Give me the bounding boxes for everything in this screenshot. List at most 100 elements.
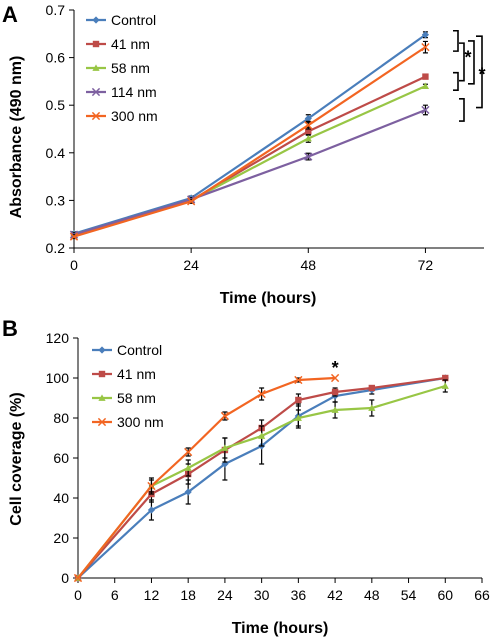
panel-a-legend-label: 114 nm (111, 84, 157, 100)
panel-a-xtick-label: 48 (300, 257, 316, 273)
panel-b-significance-star: * (332, 358, 339, 378)
panel-a-legend-label: 58 nm (111, 60, 150, 76)
panel-b-data-point (184, 464, 192, 471)
panel-a-legend-label: Control (111, 12, 156, 28)
panel-b-series-3 (73, 373, 340, 583)
panel-a-legend-marker (92, 64, 100, 71)
panel-a-ytick-label: 0.4 (46, 145, 66, 161)
panel-b-data-point (442, 374, 449, 382)
panel-a-significance-star: * (464, 48, 471, 68)
panel-b-ytick-label: 60 (53, 450, 69, 466)
panel-b-data-point (147, 506, 156, 514)
panel-b-data-point (330, 373, 340, 383)
panel-b-xtick-label: 48 (364, 587, 380, 603)
panel-b-series-line (77, 376, 446, 579)
panel-b-ytick-label: 80 (53, 410, 69, 426)
panel-a: A Absorbance (490 nm) Time (hours) 0.2 0.… (2, 2, 486, 307)
panel-a-data-point (421, 82, 430, 90)
panel-b-xtick-label: 42 (327, 587, 343, 603)
panel-a-significance-star: * (478, 64, 485, 84)
panel-a-bracket (453, 71, 459, 91)
panel-b-xtick-label: 18 (180, 587, 196, 603)
panel-a-legend-marker (91, 111, 101, 121)
panel-a-label: A (2, 2, 18, 27)
panel-b-ytick-label: 0 (61, 570, 69, 586)
panel-a-series-line (73, 75, 426, 237)
panel-b-legend-label: Control (117, 342, 162, 358)
panel-a-legend-label: 300 nm (111, 108, 158, 124)
panel-b-legend-label: 300 nm (117, 414, 164, 430)
panel-a-legend-label: 41 nm (111, 36, 150, 52)
panel-a-legend: Control 41 nm 58 nm 114 nm 300 nm (86, 12, 158, 124)
panel-a-data-point (304, 134, 312, 142)
panel-b-data-point (294, 375, 303, 385)
panel-b-legend-label: 41 nm (117, 366, 156, 382)
panel-b-series-2 (74, 379, 449, 581)
panel-b-legend-marker (98, 370, 106, 378)
panel-b-data-point (368, 404, 376, 411)
panel-b-legend-marker (98, 346, 106, 354)
panel-b-legend-label: 58 nm (117, 390, 156, 406)
panel-a-xtick-label: 24 (183, 257, 199, 273)
panel-a-series-line (73, 33, 427, 235)
panel-b-data-point (368, 384, 376, 392)
panel-a-data-point (304, 114, 312, 123)
panel-b-data-point (184, 488, 192, 496)
panel-b-data-point (295, 396, 302, 404)
panel-b-ytick-label: 20 (53, 530, 69, 546)
panel-a-ylabel: Absorbance (490 nm) (8, 56, 25, 219)
panel-a-legend-marker (92, 40, 100, 48)
panel-b-data-point (73, 573, 83, 583)
panel-a-series-line (73, 46, 427, 238)
panel-b-ytick-label: 100 (46, 370, 70, 386)
panel-a-ytick-label: 0.5 (46, 97, 66, 113)
panel-b-data-point (220, 411, 230, 421)
panel-a-bracket (459, 98, 465, 122)
panel-a-ytick-label: 0.6 (46, 50, 66, 66)
panel-a-data-point (421, 105, 430, 115)
panel-b-data-point (258, 432, 266, 439)
panel-a-bracket (459, 42, 465, 82)
panel-a-data-point (305, 128, 312, 135)
panel-b-label: B (2, 316, 18, 341)
panel-a-ytick-label: 0.3 (46, 192, 66, 208)
panel-b-ytick-label: 40 (53, 490, 69, 506)
panel-b-xtick-label: 6 (111, 587, 119, 603)
panel-b-data-point (221, 444, 229, 451)
panel-b-xtick-label: 36 (291, 587, 307, 603)
panel-a-series-line (73, 108, 426, 236)
panel-b-xtick-label: 54 (401, 587, 417, 603)
panel-b-data-point (257, 389, 266, 399)
panel-a-legend-marker (91, 87, 101, 97)
panel-a-series-4 (69, 40, 430, 241)
panel-a-data-point (69, 232, 79, 241)
panel-a-data-point (304, 152, 313, 161)
panel-b-legend-marker (97, 417, 107, 427)
panel-b-xtick-label: 60 (437, 587, 453, 603)
panel-b-data-point (184, 447, 193, 457)
panel-b-xtick-label: 0 (74, 587, 82, 603)
panel-a-xtick-label: 0 (70, 257, 78, 273)
panel-b-xtick-label: 12 (144, 587, 160, 603)
panel-a-bracket (453, 29, 459, 52)
panel-b-data-point (441, 382, 449, 389)
panel-b: B Cell coverage (%) Time (hours) 0204060… (2, 316, 490, 637)
panel-b-xtick-label: 30 (254, 587, 270, 603)
panel-b-xtick-label: 24 (217, 587, 233, 603)
panel-b-ytick-label: 120 (46, 330, 70, 346)
panel-a-ytick-label: 0.2 (46, 240, 66, 256)
panel-b-xtick-label: 66 (474, 587, 490, 603)
panel-a-bracket (476, 35, 483, 109)
panel-a-data-point (187, 197, 196, 206)
panel-b-data-point (331, 406, 339, 413)
panel-a-xlabel: Time (hours) (220, 290, 317, 307)
panel-a-legend-marker (92, 16, 100, 24)
panel-a-bracket (468, 40, 475, 85)
panel-b-xlabel: Time (hours) (232, 620, 329, 637)
panel-b-data-point (294, 414, 302, 421)
panel-b-data-point (331, 388, 339, 396)
panel-b-legend: Control 41 nm 58 nm 300 nm (92, 342, 164, 430)
panel-a-series-2 (70, 82, 430, 238)
panel-a-data-point (421, 42, 430, 52)
